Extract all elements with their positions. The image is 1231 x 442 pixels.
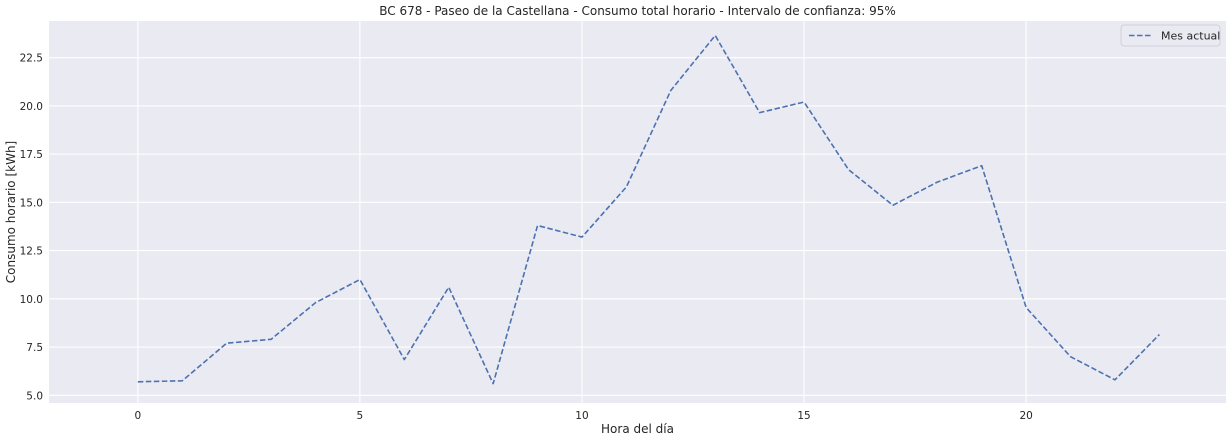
chart-title: BC 678 - Paseo de la Castellana - Consum… xyxy=(379,4,896,18)
y-tick-label: 22.5 xyxy=(20,53,43,65)
series-layer xyxy=(137,34,1160,385)
y-tick-label: 10.0 xyxy=(20,294,43,306)
x-tick-label: 20 xyxy=(1019,410,1032,422)
y-tick-label: 5.0 xyxy=(26,390,43,402)
legend-box xyxy=(1120,24,1221,47)
x-tick-label: 10 xyxy=(575,410,588,422)
y-tick-label: 15.0 xyxy=(20,197,43,209)
legend-label: Mes actual xyxy=(1161,30,1220,43)
y-tick-label: 20.0 xyxy=(20,101,43,113)
x-tick-label: 0 xyxy=(134,410,141,422)
y-axis-label: Consumo horario [kWh] xyxy=(4,141,18,283)
plot-area xyxy=(49,21,1226,403)
y-tick-label: 7.5 xyxy=(26,342,43,354)
legend: Mes actual xyxy=(1120,24,1221,47)
y-tick-label: 12.5 xyxy=(20,246,43,258)
x-axis-label: Hora del día xyxy=(601,422,674,436)
x-tick-label: 5 xyxy=(357,410,364,422)
grid-lines xyxy=(49,21,1226,403)
y-tick-label: 17.5 xyxy=(20,149,43,161)
series-line xyxy=(137,34,1160,385)
x-tick-label: 15 xyxy=(797,410,810,422)
axis-ticks: 0 5 10 15 20 5.0 7.5 10.0 12.5 15.0 17.5 20.0 22.5 xyxy=(20,53,1033,422)
